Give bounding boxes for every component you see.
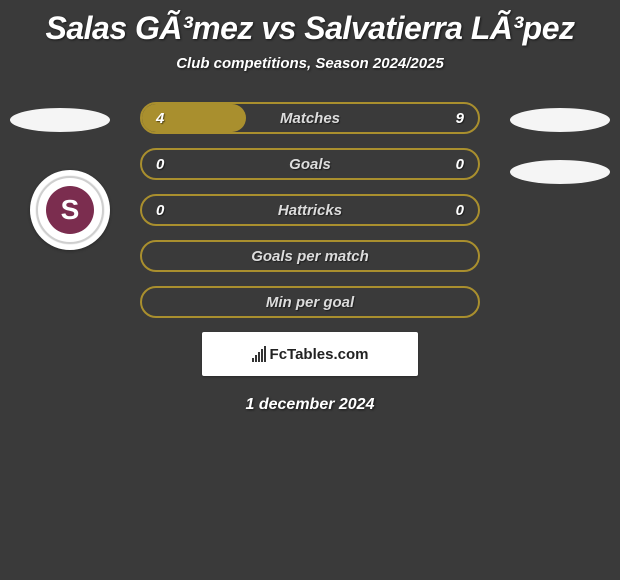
club-crest: S xyxy=(30,170,110,250)
chart-icon xyxy=(252,346,266,362)
page-title: Salas GÃ³mez vs Salvatierra LÃ³pez xyxy=(0,0,620,47)
subtitle: Club competitions, Season 2024/2025 xyxy=(0,55,620,72)
stat-bar-goals: 0Goals0 xyxy=(140,148,480,180)
stat-bar-matches: 4Matches9 xyxy=(140,102,480,134)
date-label: 1 december 2024 xyxy=(0,396,620,414)
stat-bar-min-per-goal: Min per goal xyxy=(140,286,480,318)
right-team-badge-placeholder-2 xyxy=(510,160,610,184)
stat-label: Hattricks xyxy=(142,202,478,219)
attribution-text: FcTables.com xyxy=(270,346,369,363)
stat-label: Goals xyxy=(142,156,478,173)
stat-label: Goals per match xyxy=(156,248,464,265)
stat-bar-hattricks: 0Hattricks0 xyxy=(140,194,480,226)
stat-label: Matches xyxy=(142,110,478,127)
comparison-area: S 4Matches9 0Goals0 0Hattricks0 Goals per m… xyxy=(0,102,620,414)
right-team-badge-placeholder-1 xyxy=(510,108,610,132)
attribution-box: FcTables.com xyxy=(202,332,418,376)
stat-bar-goals-per-match: Goals per match xyxy=(140,240,480,272)
stat-bars: 4Matches9 0Goals0 0Hattricks0 Goals per mat… xyxy=(140,102,480,318)
left-team-badge-placeholder xyxy=(10,108,110,132)
crest-letter: S xyxy=(46,186,94,234)
stat-label: Min per goal xyxy=(156,294,464,311)
